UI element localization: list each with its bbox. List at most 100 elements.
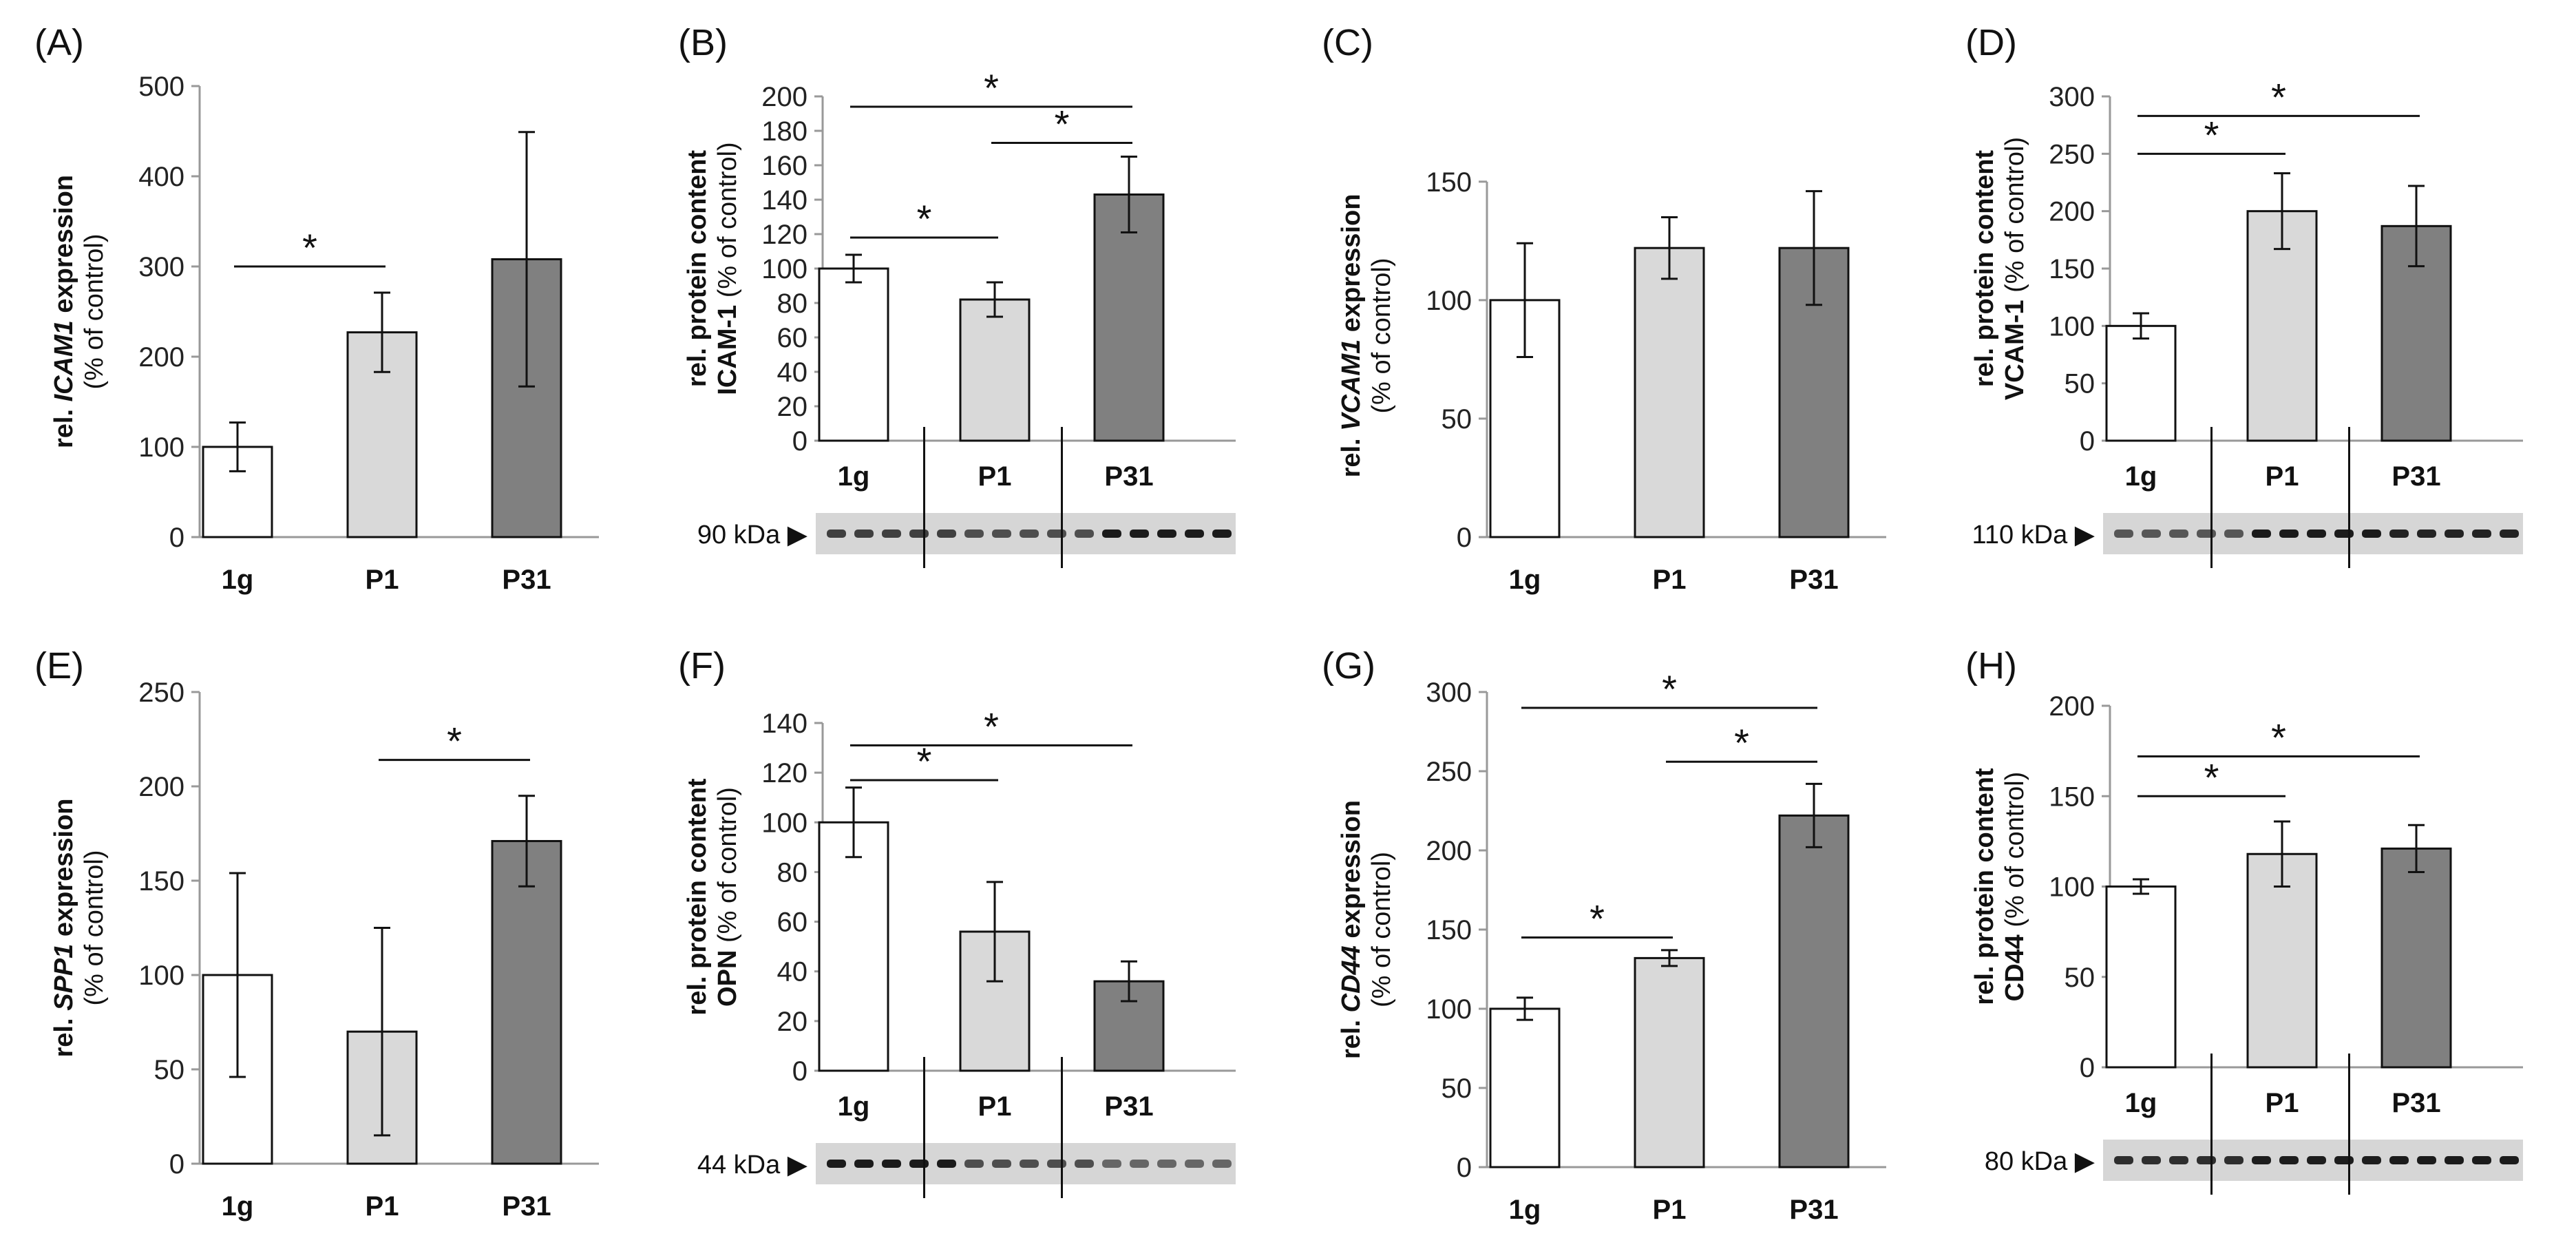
panel-b-blot-band [827, 530, 846, 538]
panel-f-significance-star: * [984, 704, 999, 748]
panel-g-y-axis-title-gene: CD44 [1337, 945, 1366, 1012]
panel-g-label: (G) [1322, 645, 1375, 687]
panel-d-blot-band [2224, 530, 2244, 538]
panel-a-category-label: 1g [222, 565, 254, 595]
panel-f-y-tick-label: 120 [761, 758, 807, 788]
panel-d-chart: (D) 0 50 100 150 200 250 300 1g P1 P31 * * rel. prote… [1965, 22, 2523, 568]
panel-e-significance-star: * [447, 720, 462, 763]
panel-b-significance-star: * [984, 66, 999, 109]
panel-b-blot-band [1047, 530, 1066, 538]
panel-b-blot-band [1212, 530, 1232, 538]
panel-d-blot-band [2445, 530, 2464, 538]
panel-g-y-axis-title-prefix: rel. [1337, 1012, 1366, 1059]
panel-a-y-tick-label: 300 [138, 252, 184, 282]
panel-b-blot-size-label: 90 kDa ▶ [697, 521, 808, 549]
panel-c-y-axis-title-prefix: rel. [1337, 431, 1366, 478]
panel-g-bar [1778, 814, 1850, 1169]
panel-g-category-label: P31 [1789, 1195, 1838, 1225]
panel-b-blot-band [882, 530, 901, 538]
panel-e-y-tick-label: 100 [138, 961, 184, 991]
panel-e-y-axis-title-gene: SPP1 [50, 944, 78, 1011]
panel-b-blot-band [1075, 530, 1094, 538]
panel-b-bar [1093, 193, 1165, 442]
panel-c-category-label: P31 [1789, 565, 1838, 595]
panel-d-category-label: 1g [2125, 461, 2157, 492]
panel-g-y-tick-label: 250 [1426, 757, 1472, 787]
panel-f-category-label: P31 [1104, 1091, 1153, 1122]
panel-f-y-tick-label: 60 [777, 908, 808, 938]
panel-b-y-tick-label: 180 [761, 116, 807, 147]
panel-h-bar [2105, 886, 2177, 1069]
panel-h-y-axis-title: rel. protein content [1970, 768, 1999, 1005]
panel-b-label: (B) [678, 22, 728, 63]
panel-b-y-tick-label: 0 [792, 426, 807, 457]
panel-b-y-axis-subtitle: ICAM-1 (% of control) [713, 142, 742, 395]
panel-a-label: (A) [34, 22, 84, 63]
panel-f-y-tick-label: 40 [777, 957, 808, 987]
panel-a-y-tick-label: 0 [169, 523, 184, 553]
panel-h-blot-band [2169, 1156, 2188, 1164]
panel-e-y-axis-title: rel. SPP1 expression [50, 799, 78, 1058]
panel-b-blot-band [854, 530, 874, 538]
panel-b-y-tick-label: 80 [777, 289, 808, 319]
panel-b-y-axis-title: rel. protein content [683, 150, 712, 387]
panel-h-blot-size-label: 80 kDa ▶ [1985, 1147, 2095, 1176]
panel-f-blot-band [882, 1160, 901, 1168]
panel-b-y-tick-label: 60 [777, 323, 808, 353]
panel-c-bar [1634, 247, 1705, 538]
panel-f-blot-band [1047, 1160, 1066, 1168]
panel-c-y-axis-title: rel. VCAM1 expression [1337, 194, 1366, 478]
panel-g-y-axis-title-suffix: expression [1337, 800, 1366, 945]
panel-g-bar [1634, 956, 1705, 1169]
panel-d-blot-band [2169, 530, 2188, 538]
panel-e-category-label: P1 [366, 1191, 399, 1222]
panel-f-blot-band [854, 1160, 874, 1168]
panel-g-bar [1489, 1007, 1561, 1169]
panel-d-blot-band [2500, 530, 2519, 538]
panel-d-y-tick-label: 100 [2049, 311, 2095, 342]
panel-d-blot-band [2472, 530, 2491, 538]
panel-e-y-tick-label: 50 [154, 1055, 185, 1085]
panel-h-blot-band [2389, 1156, 2409, 1164]
panel-d-blot-band [2197, 530, 2216, 538]
panel-b-blot-band [937, 530, 956, 538]
panel-f-blot-band [1102, 1160, 1121, 1168]
panel-f-y-tick-label: 0 [792, 1056, 807, 1087]
panel-a-y-tick-label: 200 [138, 342, 184, 373]
panel-d-y-axis-unit: (% of control) [2000, 137, 2029, 300]
panel-g-y-tick-label: 300 [1426, 678, 1472, 708]
panel-a-chart: (A) 0 100 200 300 400 500 1g P1 P31 * rel. ICAM1 ex… [34, 22, 599, 595]
panel-e-y-tick-label: 150 [138, 866, 184, 897]
panel-d-y-tick-label: 0 [2080, 426, 2095, 457]
panel-f-blot-band [1185, 1160, 1204, 1168]
panel-a-significance-star: * [302, 226, 317, 269]
panel-e-category-label: 1g [222, 1191, 254, 1222]
panel-d-blot-band [2142, 530, 2161, 538]
panel-h-blot-band [2500, 1156, 2519, 1164]
panel-e-bar [491, 839, 562, 1165]
panel-d-blot-band [2252, 530, 2271, 538]
panel-f-bar [818, 821, 889, 1072]
panel-f-category-label: 1g [838, 1091, 870, 1122]
panel-h-category-label: P1 [2266, 1088, 2299, 1118]
panel-d-y-tick-label: 300 [2049, 82, 2095, 112]
panel-d-significance-star: * [2271, 75, 2286, 118]
panel-b-bar [818, 267, 889, 442]
panel-h-y-axis-unit: (% of control) [2000, 772, 2029, 935]
panel-d-y-tick-label: 50 [2065, 369, 2095, 399]
panel-h-category-label: 1g [2125, 1088, 2157, 1118]
panel-f-blot-band [1020, 1160, 1039, 1168]
panel-d-category-label: P31 [2392, 461, 2440, 492]
panel-b-significance-star: * [1055, 103, 1070, 146]
panel-f-bar [959, 930, 1031, 1072]
panel-h-blot-band [2114, 1156, 2133, 1164]
panel-d-category-label: P1 [2266, 461, 2299, 492]
panel-b-blot-band [1130, 530, 1149, 538]
panel-b-significance-star: * [917, 197, 932, 240]
panel-f-blot-band [1130, 1160, 1149, 1168]
panel-f-y-tick-label: 80 [777, 857, 808, 888]
panel-b-blot-band [1157, 530, 1176, 538]
panel-h-significance-star: * [2271, 716, 2286, 759]
panel-d-y-axis-protein: VCAM-1 [2000, 300, 2029, 400]
panel-e-y-tick-label: 250 [138, 678, 184, 708]
